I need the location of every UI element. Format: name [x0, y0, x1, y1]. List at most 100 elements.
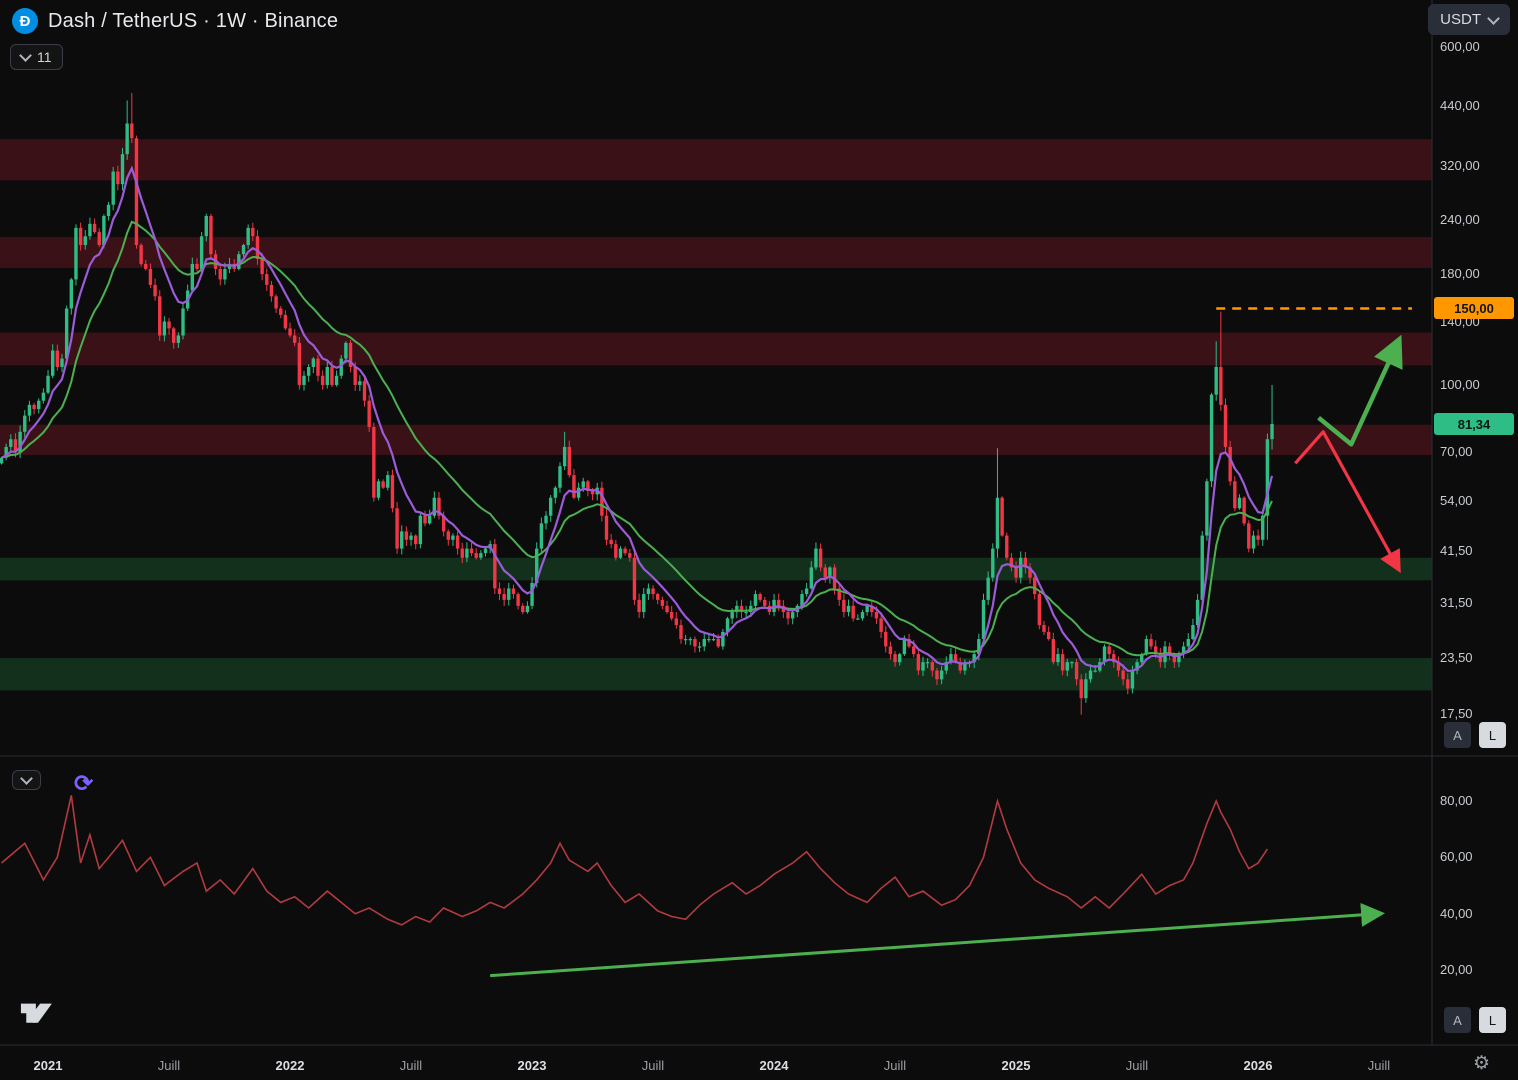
tradingview-logo[interactable]	[18, 994, 58, 1031]
candle-body	[1019, 557, 1023, 578]
candle-body	[334, 375, 339, 385]
time-axis-month-label[interactable]: Juill	[883, 1058, 907, 1073]
candle-body	[1149, 639, 1153, 647]
candle-body	[995, 497, 1000, 549]
price-axis-label: 54,00	[1440, 493, 1473, 508]
time-axis-month-label[interactable]: Juill	[157, 1058, 181, 1073]
candle-body	[69, 279, 74, 309]
candle-body	[32, 404, 36, 410]
indicator-collapse-chip[interactable]	[12, 770, 41, 790]
price-axis-label: 31,50	[1440, 595, 1473, 610]
candle-body	[1270, 423, 1274, 440]
candle-body	[586, 481, 590, 491]
time-axis-month-label[interactable]: Juill	[1367, 1058, 1391, 1073]
candle-body	[455, 535, 460, 549]
dash-logo-icon[interactable]: Đ	[12, 8, 38, 34]
candle-body	[916, 654, 921, 671]
candle-body	[856, 618, 860, 620]
candle-body	[553, 487, 558, 498]
candle-body	[1233, 481, 1237, 509]
candle-body	[693, 639, 697, 647]
candle-body	[153, 284, 157, 297]
candle-body	[269, 284, 274, 297]
time-axis-month-label[interactable]: Juill	[1125, 1058, 1149, 1073]
indicator-trendline-arrow[interactable]	[490, 902, 1386, 978]
candle-body	[902, 639, 907, 655]
bearish-projection-arrow[interactable]	[1294, 430, 1401, 574]
candle-body	[265, 274, 269, 285]
log-scale-button-lower[interactable]: L	[1479, 1007, 1506, 1033]
sync-refresh-icon[interactable]: ⟳	[74, 770, 94, 796]
candle-body	[735, 605, 739, 613]
time-axis-month-label[interactable]: Juill	[399, 1058, 423, 1073]
candle-body	[9, 439, 13, 447]
candle-body	[474, 553, 478, 558]
candle-body	[1000, 497, 1004, 536]
indicators-collapse-chip[interactable]: 11	[10, 44, 63, 70]
time-axis-year-label[interactable]: 2024	[759, 1058, 789, 1073]
candle-body	[1223, 404, 1228, 447]
candle-body	[171, 328, 176, 343]
candle-body	[1205, 481, 1209, 536]
time-axis-year-label[interactable]: 2023	[517, 1058, 547, 1073]
candle-body	[404, 531, 409, 540]
candle-body	[451, 535, 455, 540]
candle-body	[1200, 535, 1204, 600]
candle-body	[144, 263, 148, 269]
candle-body	[753, 594, 758, 606]
candle-body	[972, 654, 976, 663]
time-axis-year-label[interactable]: 2021	[33, 1058, 63, 1073]
candle-body	[223, 268, 227, 280]
candle-body	[339, 358, 343, 376]
candle-body	[669, 612, 674, 619]
candle-body	[78, 227, 83, 246]
candle-body	[83, 236, 87, 246]
candle-body	[576, 487, 581, 498]
chevron-down-icon	[1487, 11, 1500, 25]
candle-body	[1032, 577, 1037, 595]
candle-body	[809, 567, 813, 589]
candle-body	[1079, 679, 1083, 699]
candle-body	[898, 654, 902, 663]
price-zone-resistance	[0, 424, 1432, 455]
candle-body	[1130, 670, 1135, 689]
candle-body	[1009, 557, 1014, 568]
candle-body	[469, 548, 474, 554]
candle-body	[204, 215, 208, 237]
candle-body	[842, 599, 846, 613]
price-axis-label: 180,00	[1440, 266, 1480, 281]
last-price-badge: 81,34	[1434, 413, 1514, 435]
auto-scale-button[interactable]: A	[1444, 722, 1471, 748]
candle-body	[18, 431, 22, 453]
candle-body	[837, 588, 841, 600]
candle-body	[609, 539, 613, 545]
gear-icon[interactable]: ⚙	[1472, 1053, 1490, 1074]
candle-body	[1037, 594, 1042, 626]
price-axis-label: 600,00	[1440, 39, 1480, 54]
candle-body	[414, 535, 418, 545]
candle-body	[148, 268, 153, 285]
candle-body	[279, 308, 283, 315]
candle-body	[130, 123, 134, 139]
candle-body	[679, 625, 683, 640]
currency-dropdown[interactable]: USDT	[1428, 4, 1510, 35]
candle-body	[325, 366, 329, 385]
time-axis-year-label[interactable]: 2025	[1001, 1058, 1031, 1073]
auto-scale-button-lower[interactable]: A	[1444, 1007, 1471, 1033]
symbol-title[interactable]: Dash / TetherUS · 1W · Binance	[48, 9, 339, 32]
candle-body	[949, 654, 953, 663]
candle-body	[763, 599, 767, 606]
time-axis-year-label[interactable]: 2022	[275, 1058, 305, 1073]
time-axis-month-label[interactable]: Juill	[641, 1058, 665, 1073]
candle-body	[851, 605, 855, 619]
candle-body	[372, 427, 376, 498]
candle-body	[199, 236, 204, 269]
candle-body	[1181, 646, 1186, 655]
candle-body	[23, 415, 27, 432]
candle-body	[786, 612, 790, 619]
time-axis-year-label[interactable]: 2026	[1243, 1058, 1273, 1073]
candle-body	[4, 446, 8, 458]
log-scale-button[interactable]: L	[1479, 722, 1506, 748]
bullish-projection-arrow[interactable]	[1317, 334, 1403, 447]
